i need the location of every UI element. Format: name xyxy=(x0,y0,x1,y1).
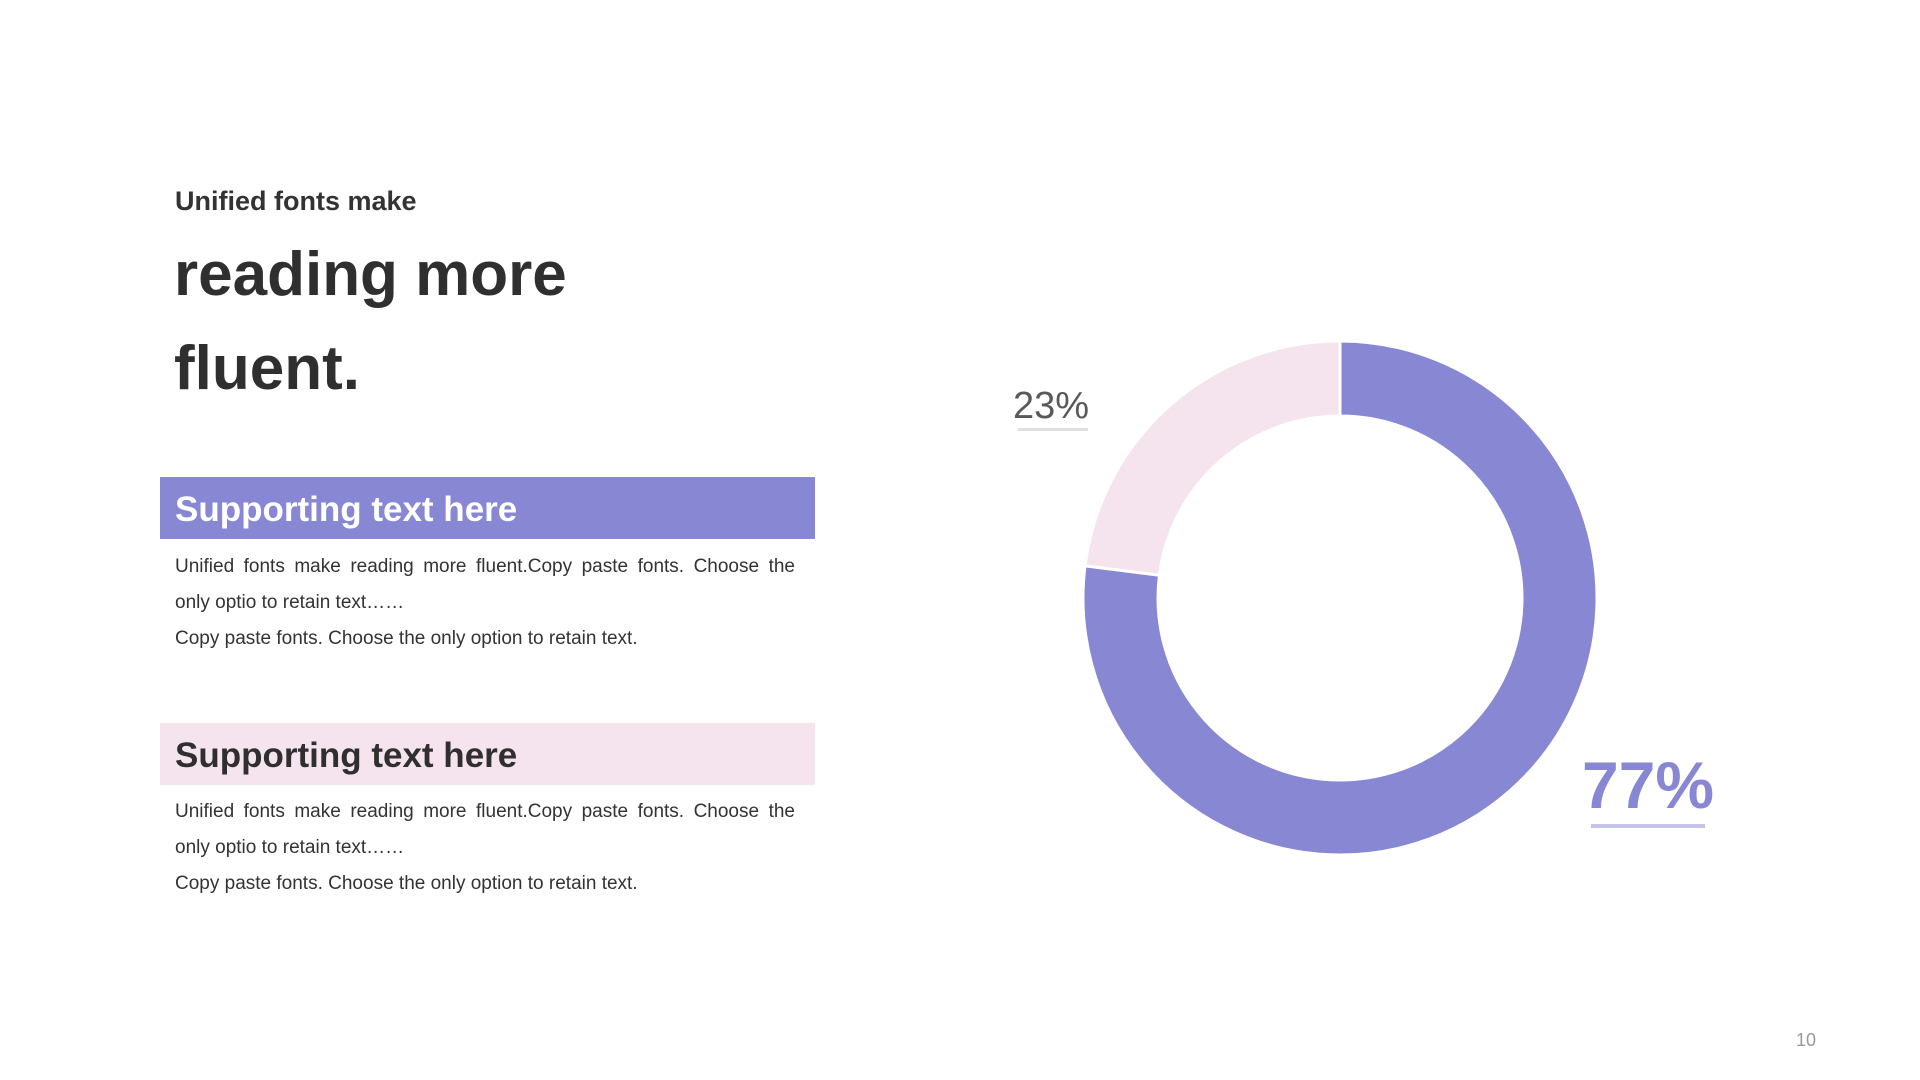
section-1-body: Unified fonts make reading more fluent.C… xyxy=(175,549,795,657)
data-label-23-underline xyxy=(1018,428,1088,431)
page-title: reading more fluent. xyxy=(174,228,567,416)
title-line-2: fluent. xyxy=(174,334,360,403)
data-label-77-percent: 77% xyxy=(1582,748,1714,822)
title-kicker: Unified fonts make xyxy=(175,186,417,216)
section-2-paragraph-1: Unified fonts make reading more fluent.C… xyxy=(175,801,795,858)
section-1-paragraph-2: Copy paste fonts. Choose the only option… xyxy=(175,628,638,649)
section-2-paragraph-2: Copy paste fonts. Choose the only option… xyxy=(175,873,638,894)
section-2-body: Unified fonts make reading more fluent.C… xyxy=(175,794,795,902)
donut-slice-77-percent xyxy=(1081,339,1599,857)
donut-slice-23-percent xyxy=(1083,339,1342,577)
section-1-heading: Supporting text here xyxy=(160,477,815,539)
data-label-23-percent: 23% xyxy=(1013,385,1089,427)
title-line-1: reading more xyxy=(174,240,567,309)
section-1-paragraph-1: Unified fonts make reading more fluent.C… xyxy=(175,556,795,613)
data-label-77-underline xyxy=(1591,824,1705,828)
page-number: 10 xyxy=(1796,1030,1817,1050)
section-2-heading: Supporting text here xyxy=(160,723,815,785)
